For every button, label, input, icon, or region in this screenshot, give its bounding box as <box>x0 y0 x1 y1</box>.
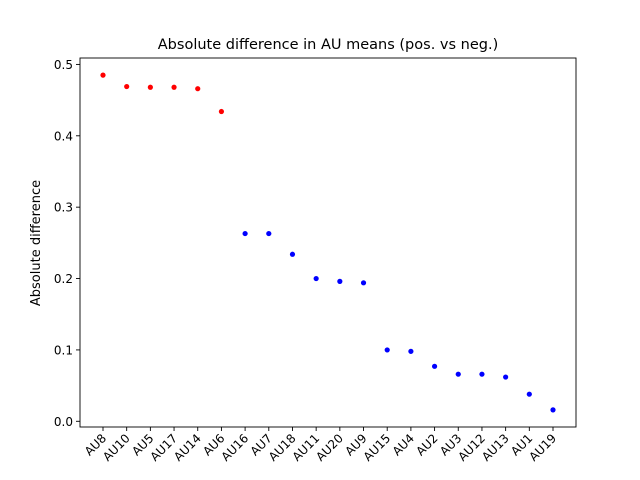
data-point-au9 <box>360 280 367 286</box>
data-point-au4 <box>408 348 414 354</box>
chart-title: Absolute difference in AU means (pos. vs… <box>158 37 498 53</box>
y-tick-label: 0.3 <box>54 201 73 215</box>
x-tick-label: AU2 <box>413 431 440 458</box>
data-point-au2 <box>431 363 438 369</box>
data-point-au5 <box>147 84 153 90</box>
data-point-au13 <box>503 374 509 380</box>
data-point-au11 <box>313 275 319 282</box>
x-tick-label: AU16 <box>219 431 252 464</box>
data-point-au3 <box>455 371 461 377</box>
y-axis-ticks: 0.0 0.1 0.2 0.3 0.4 0.5 <box>54 58 80 429</box>
x-tick-label: AU10 <box>100 431 133 464</box>
y-tick-label: 0.2 <box>54 272 73 286</box>
data-point-au1 <box>526 391 532 397</box>
data-point-au10 <box>124 83 130 90</box>
data-point-au12 <box>479 371 485 377</box>
data-point-au18 <box>289 251 296 257</box>
y-tick-label: 0.0 <box>54 415 73 429</box>
data-point-au14 <box>195 86 201 92</box>
x-axis-ticks: AU8AU10AU5AU17AU14AU6AU16AU7AU18AU11AU20… <box>82 427 559 464</box>
data-point-au15 <box>384 347 390 353</box>
data-point-au17 <box>171 84 177 90</box>
x-tick-label: AU20 <box>313 431 346 464</box>
x-tick-label: AU15 <box>361 431 394 464</box>
data-point-au16 <box>242 230 248 237</box>
x-tick-label: AU14 <box>171 431 204 464</box>
data-points <box>100 72 556 413</box>
x-tick-label: AU19 <box>526 431 559 464</box>
data-point-au20 <box>337 278 343 284</box>
plot-frame <box>79 57 577 428</box>
x-tick-label: AU13 <box>479 431 512 464</box>
data-point-au6 <box>218 108 225 115</box>
data-point-au19 <box>550 407 556 413</box>
x-tick-label: AU4 <box>390 431 417 458</box>
data-point-au7 <box>266 230 272 237</box>
data-point-au8 <box>100 72 106 78</box>
y-tick-label: 0.1 <box>54 343 73 357</box>
y-tick-label: 0.4 <box>54 129 73 143</box>
y-tick-label: 0.5 <box>54 58 73 72</box>
y-axis-label: Absolute difference <box>29 180 44 306</box>
